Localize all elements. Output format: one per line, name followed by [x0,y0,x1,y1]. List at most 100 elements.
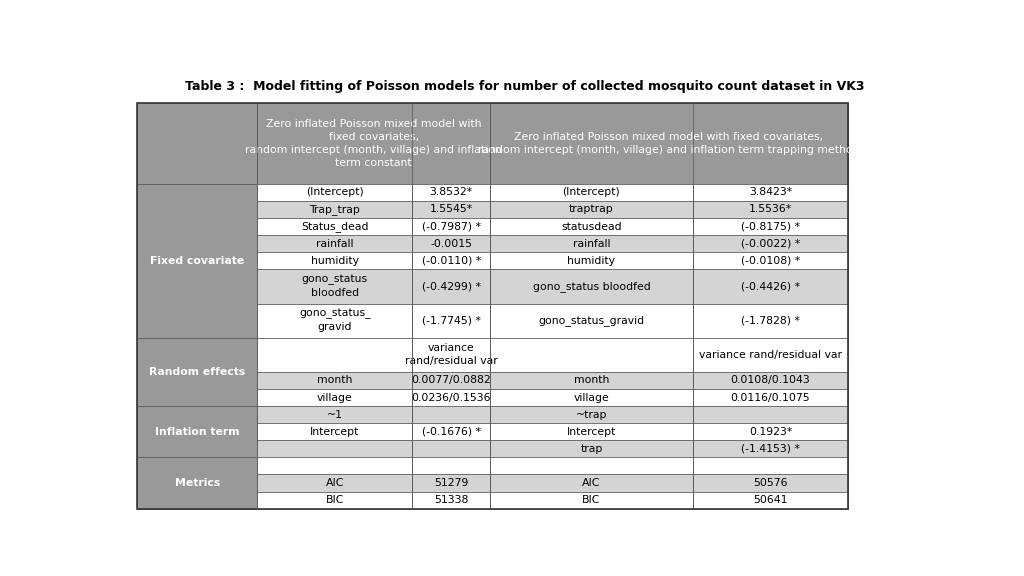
Bar [693,406,848,423]
Text: ~trap: ~trap [575,410,607,420]
Bar [137,338,257,406]
Text: (-1.7828) *: (-1.7828) * [741,316,800,325]
Bar [413,406,489,423]
Bar [489,304,693,338]
Text: Fixed covariate: Fixed covariate [151,256,245,266]
Bar [693,491,848,509]
Bar [257,423,413,440]
Bar [413,423,489,440]
Text: traptrap: traptrap [569,204,613,214]
Bar [693,440,848,457]
Bar [693,218,848,235]
Text: Random effects: Random effects [150,367,246,377]
Bar [693,475,848,491]
Text: (Intercept): (Intercept) [562,187,621,198]
Text: Intercept: Intercept [310,427,359,437]
Bar [413,475,489,491]
Bar [489,491,693,509]
Bar [693,457,848,475]
Bar [693,201,848,218]
Text: 1.5545*: 1.5545* [430,204,473,214]
Text: BIC: BIC [583,495,601,505]
Text: gono_status
bloodfed: gono_status bloodfed [302,275,368,298]
Text: 0.0077/0.0882: 0.0077/0.0882 [412,376,492,385]
Text: 1.5536*: 1.5536* [749,204,792,214]
Text: month: month [317,376,352,385]
Text: 3.8423*: 3.8423* [749,187,792,198]
Bar [489,103,848,184]
Text: gono_status_gravid: gono_status_gravid [539,315,644,326]
Text: trap: trap [581,444,603,454]
Text: Inflation term: Inflation term [155,427,240,437]
Bar [489,252,693,270]
Text: humidity: humidity [567,256,615,266]
Text: gono_status_
gravid: gono_status_ gravid [299,309,371,332]
Text: (-0.1676) *: (-0.1676) * [422,427,480,437]
Bar [489,218,693,235]
Bar [257,338,413,372]
Text: village: village [317,392,353,403]
Bar [413,372,489,389]
Bar [413,338,489,372]
Bar [489,372,693,389]
Bar [413,235,489,252]
Bar [489,270,693,304]
Bar [257,304,413,338]
Bar [413,491,489,509]
Text: Zero inflated Poisson mixed model with fixed covariates,
random intercept (month: Zero inflated Poisson mixed model with f… [478,132,860,155]
Text: AIC: AIC [326,478,344,488]
Bar [257,406,413,423]
Text: AIC: AIC [583,478,601,488]
Bar [137,406,257,457]
Bar [693,252,848,270]
Text: (-0.8175) *: (-0.8175) * [741,222,800,232]
Text: 0.0116/0.1075: 0.0116/0.1075 [731,392,810,403]
Bar [489,423,693,440]
Bar [257,389,413,406]
Text: gono_status bloodfed: gono_status bloodfed [532,281,650,292]
Bar [413,270,489,304]
Bar [137,103,848,509]
Text: (-0.0110) *: (-0.0110) * [422,256,481,266]
Text: 0.0236/0.1536: 0.0236/0.1536 [412,392,490,403]
Text: 51338: 51338 [434,495,468,505]
Bar [489,406,693,423]
Text: (-0.7987) *: (-0.7987) * [422,222,480,232]
Bar [693,389,848,406]
Bar [257,252,413,270]
Bar [489,338,693,372]
Text: Metrics: Metrics [175,478,220,488]
Text: 51279: 51279 [434,478,468,488]
Bar [257,457,413,475]
Bar [413,389,489,406]
Bar [257,218,413,235]
Text: 3.8532*: 3.8532* [430,187,473,198]
Text: rainfall: rainfall [572,238,610,249]
Bar [693,304,848,338]
Text: village: village [573,392,609,403]
Bar [693,184,848,201]
Bar [257,235,413,252]
Bar [693,372,848,389]
Text: BIC: BIC [326,495,344,505]
Bar [257,201,413,218]
Text: humidity: humidity [311,256,359,266]
Bar [413,457,489,475]
Bar [489,235,693,252]
Bar [257,440,413,457]
Bar [257,475,413,491]
Text: (-0.4426) *: (-0.4426) * [741,282,800,291]
Bar [413,201,489,218]
Text: Status_dead: Status_dead [301,221,369,232]
Bar [413,304,489,338]
Bar [257,372,413,389]
Text: (-1.4153) *: (-1.4153) * [741,444,800,454]
Text: statusdead: statusdead [561,222,622,232]
Text: Zero inflated Poisson mixed model with
fixed covariates,
random intercept (month: Zero inflated Poisson mixed model with f… [246,119,502,168]
Bar [489,201,693,218]
Text: 50641: 50641 [754,495,787,505]
Bar [693,423,848,440]
Text: variance rand/residual var: variance rand/residual var [699,350,842,360]
Bar [257,184,413,201]
Text: (-0.4299) *: (-0.4299) * [422,282,480,291]
